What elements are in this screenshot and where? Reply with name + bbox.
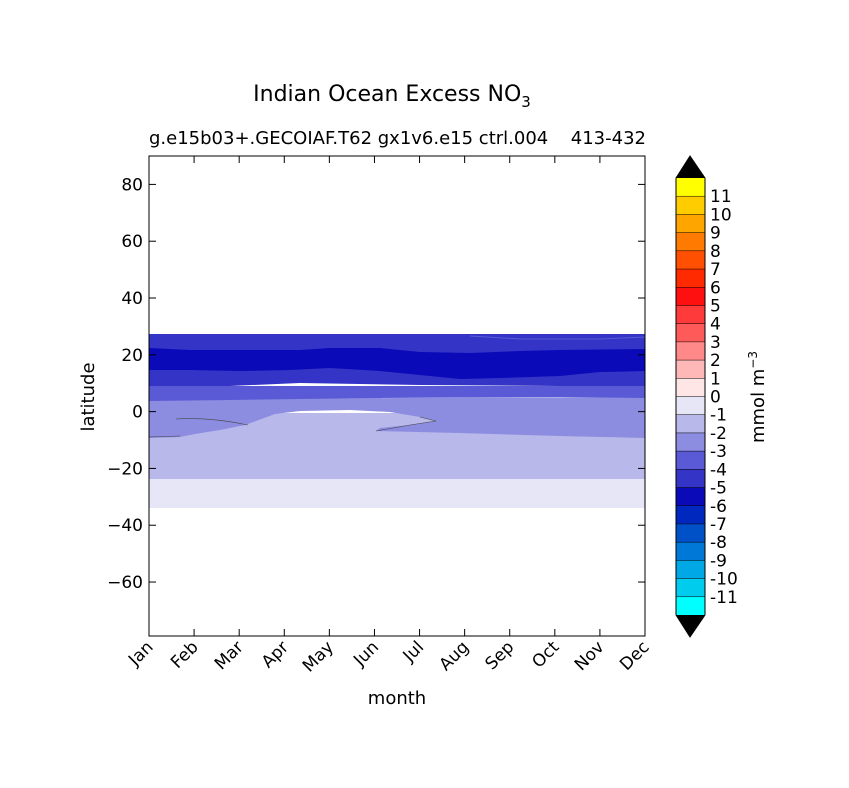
contour-band-minus2-to-minus3 — [149, 397, 645, 438]
colorbar-tick-label: 1 — [710, 369, 721, 389]
contour-band-minus5-to-minus6 — [149, 348, 645, 379]
x-tick-label: Oct — [528, 637, 563, 672]
colorbar-tick-label: 10 — [710, 205, 732, 225]
contour-fill-group — [149, 334, 645, 508]
y-tick-label: 20 — [121, 346, 143, 366]
colorbar-tick-label: -9 — [710, 551, 727, 571]
x-tick-label: Mar — [211, 637, 248, 674]
colorbar-tick-label: -4 — [710, 460, 727, 480]
colorbar-tick-label: -7 — [710, 515, 727, 535]
colorbar-cell — [676, 178, 705, 197]
colorbar-cell — [676, 305, 705, 324]
colorbar-cell — [676, 378, 705, 397]
y-tick-label: 60 — [121, 232, 143, 252]
y-axis-label: latitude — [78, 362, 99, 431]
colorbar-cell — [676, 341, 705, 361]
contour-band-minus3-to-minus4 — [149, 386, 645, 401]
x-tick-label: Nov — [571, 637, 609, 675]
colorbar-tick-label: 4 — [710, 315, 721, 335]
chart-subtitle-left: g.e15b03+.GECOIAF.T62 gx1v6.e15 ctrl.004 — [149, 128, 548, 149]
colorbar-cell — [676, 323, 705, 343]
x-tick-label: Apr — [258, 637, 293, 672]
colorbar-cell — [676, 396, 705, 416]
colorbar-label: mmol m−3 — [746, 351, 769, 443]
colorbar-cell — [676, 469, 705, 488]
chart-title: Indian Ocean Excess NO3 — [253, 82, 531, 111]
colorbar-under-triangle — [676, 615, 705, 637]
x-tick-label: Jan — [124, 637, 157, 670]
colorbar-tick-label: -6 — [710, 497, 727, 517]
y-tick-label: 80 — [121, 175, 143, 195]
contour-line — [175, 418, 249, 426]
contour-band-0-to-minus1 — [149, 479, 645, 508]
x-tick-label: May — [299, 637, 338, 676]
colorbar-tick-label: 3 — [710, 333, 721, 353]
y-tick-label: 0 — [132, 403, 143, 423]
colorbar-cell — [676, 432, 705, 452]
colorbar-cell — [676, 360, 705, 379]
colorbar-cell — [676, 487, 705, 507]
contour-line — [469, 335, 646, 340]
colorbar-cell — [676, 578, 705, 598]
x-tick-label: Aug — [436, 637, 474, 675]
colorbar-tick-label: 8 — [710, 242, 721, 262]
chart-subtitle-right: 413-432 — [571, 128, 646, 149]
colorbar-tick-label: -8 — [710, 533, 727, 553]
colorbar-tick-label: -11 — [710, 588, 738, 608]
colorbar-cell — [676, 542, 705, 561]
y-tick-label: 40 — [121, 289, 143, 309]
colorbar-over-triangle — [676, 156, 705, 178]
colorbar-tick-label: 9 — [710, 224, 721, 244]
colorbar-cell — [676, 505, 705, 525]
colorbar-tick-label: 5 — [710, 296, 721, 316]
x-tick-label: Dec — [616, 637, 653, 674]
y-tick-label: −60 — [107, 573, 143, 593]
colorbar-tick-label: -1 — [710, 406, 727, 426]
y-axis-ticks: 80 60 40 20 0 −20 −40 −60 — [107, 175, 645, 593]
colorbar-tick-label: -3 — [710, 442, 727, 462]
x-tick-label: Feb — [167, 637, 202, 672]
colorbar-outline — [675, 155, 706, 638]
colorbar-cell — [676, 451, 705, 470]
colorbar-cell — [676, 287, 705, 306]
colorbar-tick-label: -2 — [710, 424, 727, 444]
colorbar-cell — [676, 414, 705, 434]
colorbar-cell — [676, 196, 705, 215]
contour-line — [375, 416, 437, 432]
colorbar-tick-label: 0 — [710, 388, 721, 408]
colorbar-tick-label: -5 — [710, 479, 727, 499]
x-tick-label: Sep — [481, 637, 518, 674]
colorbar-cell — [676, 250, 705, 270]
plot-area: 80 60 40 20 0 −20 −40 −60 Jan Feb Mar Apr May Jun Jul… — [107, 155, 654, 676]
colorbar-tick-label: 6 — [710, 278, 721, 298]
x-axis-label: month — [368, 688, 426, 709]
plot-frame — [148, 155, 646, 637]
colorbar-cell — [676, 269, 705, 288]
y-tick-label: −40 — [107, 516, 143, 536]
x-tick-label: Jun — [349, 637, 383, 671]
contour-line — [148, 435, 181, 438]
colorbar-cell — [676, 232, 705, 252]
colorbar-cell — [676, 596, 705, 616]
colorbar-cell — [676, 523, 705, 543]
colorbar-cell — [676, 214, 705, 233]
x-tick-label: Jul — [399, 637, 428, 666]
colorbar-cells — [676, 178, 705, 616]
colorbar-tick-label: 11 — [710, 187, 732, 207]
colorbar-tick-label: -10 — [710, 570, 738, 590]
colorbar-tick-label: 7 — [710, 260, 721, 280]
colorbar-tick-label: 2 — [710, 351, 721, 371]
colorbar-cell — [676, 560, 705, 579]
y-tick-label: −20 — [107, 459, 143, 479]
